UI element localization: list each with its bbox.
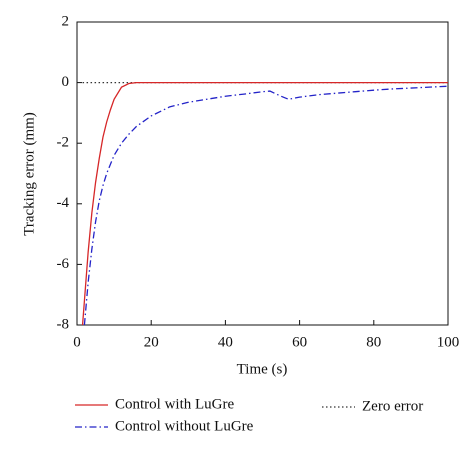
x-tick-label: 20 [144,334,159,350]
legend-label: Control without LuGre [115,418,254,434]
y-tick-label: -6 [57,256,70,272]
y-tick-label: -2 [57,135,70,151]
legend-label: Control with LuGre [115,396,234,412]
x-tick-label: 100 [437,334,460,350]
x-axis-label: Time (s) [237,361,288,377]
series-line [83,85,449,326]
x-tick-label: 0 [73,334,81,350]
series-line [81,81,448,326]
x-tick-label: 80 [366,334,381,350]
x-tick-label: 40 [218,334,233,350]
y-tick-label: -8 [57,316,70,332]
legend-label: Zero error [362,398,423,414]
x-tick-label: 60 [292,334,307,350]
plot-frame [76,21,449,326]
y-tick-label: -4 [57,195,70,211]
y-tick-label: 0 [62,74,70,90]
y-axis-label: Tracking error (mm) [21,112,37,236]
y-tick-label: 2 [62,13,70,29]
